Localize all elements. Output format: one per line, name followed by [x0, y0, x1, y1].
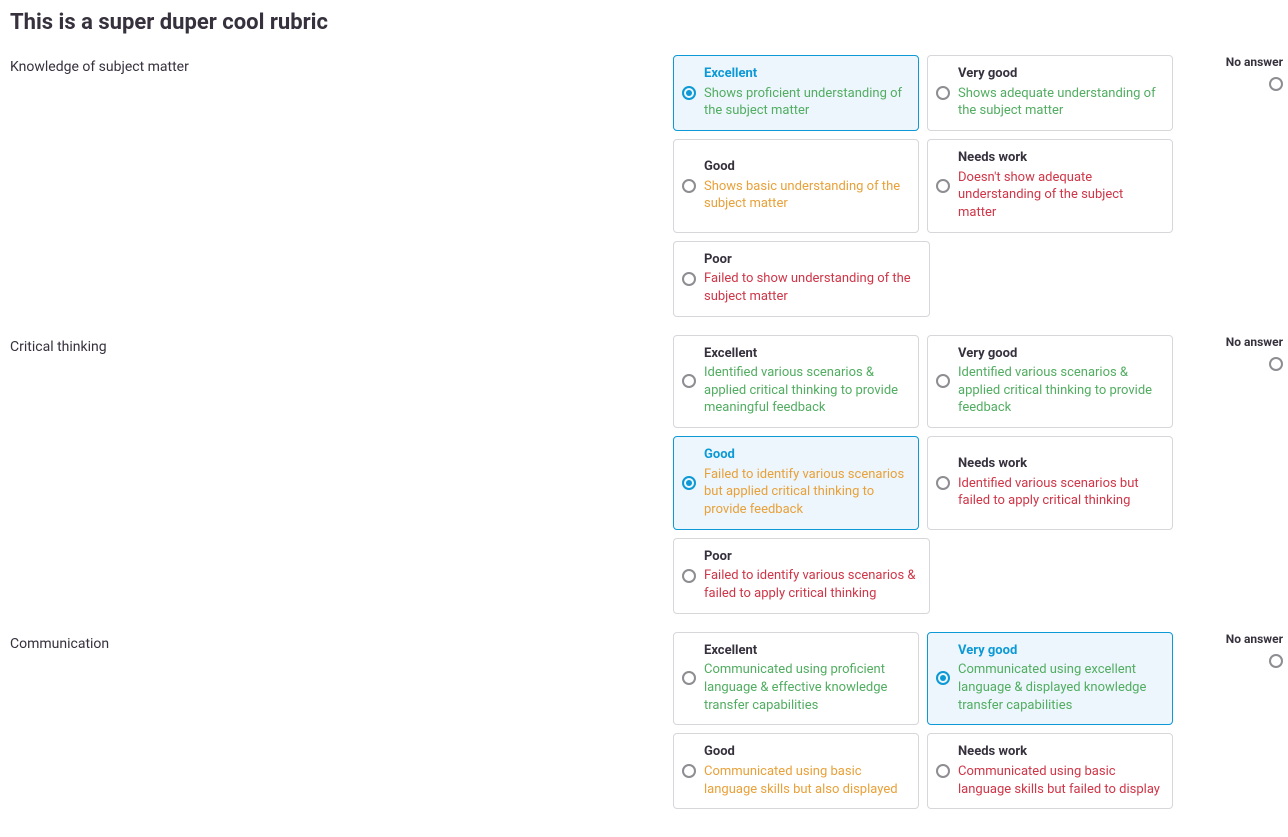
option-desc: Identified various scenarios but failed …: [958, 475, 1160, 510]
option-title: Good: [704, 744, 906, 761]
radio-icon: [936, 764, 950, 778]
option-desc: Failed to show understanding of the subj…: [704, 270, 917, 305]
option-text: Needs work Communicated using basic langu…: [958, 744, 1160, 798]
no-answer-label: No answer: [1181, 632, 1283, 646]
options-row: Good Shows basic understanding of the sub…: [673, 139, 1173, 233]
option-desc: Communicated using excellent language & …: [958, 661, 1160, 714]
option-text: Very goodIdentified various scenarios & …: [958, 346, 1160, 418]
criterion-label: Communication: [10, 632, 665, 810]
option-title: Excellent: [704, 346, 906, 363]
option-title: Needs work: [958, 744, 1160, 761]
option-desc: Failed to identify various scenarios & f…: [704, 567, 917, 602]
no-answer-label: No answer: [1181, 55, 1283, 69]
option-title: Poor: [704, 252, 917, 269]
option-desc: Communicated using basic language skills…: [958, 763, 1160, 798]
option-title: Poor: [704, 549, 917, 566]
option-desc: Shows adequate understanding of the subj…: [958, 85, 1160, 120]
rubric-option[interactable]: ExcellentCommunicated using proficient l…: [673, 632, 919, 726]
option-title: Excellent: [704, 643, 906, 660]
options-row: PoorFailed to show understanding of the …: [673, 241, 1173, 317]
option-desc: Identified various scenarios & applied c…: [704, 364, 906, 417]
option-desc: Communicated using proficient language &…: [704, 661, 906, 714]
option-text: PoorFailed to show understanding of the …: [704, 252, 917, 306]
option-title: Very good: [958, 643, 1160, 660]
option-text: Very good Shows adequate understanding of…: [958, 66, 1160, 120]
no-answer-column: No answer: [1181, 335, 1288, 614]
radio-icon: [936, 86, 950, 100]
options-row: Excellent Shows proficient understanding …: [673, 55, 1173, 131]
option-text: Very goodCommunicated using excellent la…: [958, 643, 1160, 715]
option-text: ExcellentIdentified various scenarios & …: [704, 346, 906, 418]
options-row: Good Failed to identify various scenarios…: [673, 436, 1173, 530]
option-desc: Communicated using basic language skills…: [704, 763, 906, 798]
option-text: Good Failed to identify various scenarios…: [704, 447, 906, 519]
option-title: Excellent: [704, 66, 906, 83]
criterion: Knowledge of subject matter Excellent Show…: [10, 55, 1278, 317]
radio-icon: [936, 374, 950, 388]
option-desc: Identified various scenarios & applied c…: [958, 364, 1160, 417]
option-desc: Shows proficient understanding of the su…: [704, 85, 906, 120]
radio-icon: [682, 569, 696, 583]
criterion: CommunicationExcellentCommunicated using…: [10, 632, 1278, 810]
radio-icon: [682, 86, 696, 100]
rubric-option[interactable]: PoorFailed to show understanding of the …: [673, 241, 930, 317]
options-row: PoorFailed to identify various scenarios…: [673, 538, 1173, 614]
rubric-option[interactable]: Needs work Doesn't show adequate understa…: [927, 139, 1173, 233]
option-title: Very good: [958, 346, 1160, 363]
options-zone: Excellent Shows proficient understanding …: [673, 55, 1173, 317]
radio-icon: [682, 374, 696, 388]
radio-icon: [936, 179, 950, 193]
option-text: Needs work Doesn't show adequate understa…: [958, 150, 1160, 222]
radio-icon: [936, 671, 950, 685]
radio-icon: [682, 671, 696, 685]
criterion-label: Knowledge of subject matter: [10, 55, 665, 317]
no-answer-radio[interactable]: [1269, 77, 1283, 91]
rubric-option[interactable]: Very goodIdentified various scenarios & …: [927, 335, 1173, 429]
rubric-option[interactable]: Very good Shows adequate understanding of…: [927, 55, 1173, 131]
rubric-option[interactable]: PoorFailed to identify various scenarios…: [673, 538, 930, 614]
no-answer-column: No answer: [1181, 632, 1288, 810]
rubric-option[interactable]: Good Failed to identify various scenarios…: [673, 436, 919, 530]
options-row: ExcellentIdentified various scenarios & …: [673, 335, 1173, 429]
no-answer-radio[interactable]: [1269, 357, 1283, 371]
option-text: ExcellentCommunicated using proficient l…: [704, 643, 906, 715]
option-text: PoorFailed to identify various scenarios…: [704, 549, 917, 603]
option-desc: Doesn't show adequate understanding of t…: [958, 169, 1160, 222]
rubric-option[interactable]: ExcellentIdentified various scenarios & …: [673, 335, 919, 429]
no-answer-column: No answer: [1181, 55, 1288, 317]
criterion: Critical thinkingExcellentIdentified var…: [10, 335, 1278, 614]
options-zone: ExcellentCommunicated using proficient l…: [673, 632, 1173, 810]
radio-icon: [682, 476, 696, 490]
options-zone: ExcellentIdentified various scenarios & …: [673, 335, 1173, 614]
option-text: Needs work Identified various scenarios b…: [958, 456, 1160, 510]
rubric-option[interactable]: Good Shows basic understanding of the sub…: [673, 139, 919, 233]
option-title: Needs work: [958, 456, 1160, 473]
option-title: Good: [704, 159, 906, 176]
option-title: Very good: [958, 66, 1160, 83]
radio-icon: [682, 179, 696, 193]
option-text: Excellent Shows proficient understanding …: [704, 66, 906, 120]
option-title: Good: [704, 447, 906, 464]
no-answer-radio[interactable]: [1269, 654, 1283, 668]
page-title: This is a super duper cool rubric: [10, 10, 1278, 35]
radio-icon: [682, 764, 696, 778]
rubric-option[interactable]: Excellent Shows proficient understanding …: [673, 55, 919, 131]
option-text: Good Shows basic understanding of the sub…: [704, 159, 906, 213]
radio-icon: [682, 272, 696, 286]
criterion-label: Critical thinking: [10, 335, 665, 614]
rubric-option[interactable]: Needs work Identified various scenarios b…: [927, 436, 1173, 530]
option-title: Needs work: [958, 150, 1160, 167]
option-text: Good Communicated using basic language sk…: [704, 744, 906, 798]
option-desc: Failed to identify various scenarios but…: [704, 466, 906, 519]
radio-icon: [936, 476, 950, 490]
rubric-option[interactable]: Very goodCommunicated using excellent la…: [927, 632, 1173, 726]
options-row: ExcellentCommunicated using proficient l…: [673, 632, 1173, 726]
option-desc: Shows basic understanding of the subject…: [704, 178, 906, 213]
no-answer-label: No answer: [1181, 335, 1283, 349]
